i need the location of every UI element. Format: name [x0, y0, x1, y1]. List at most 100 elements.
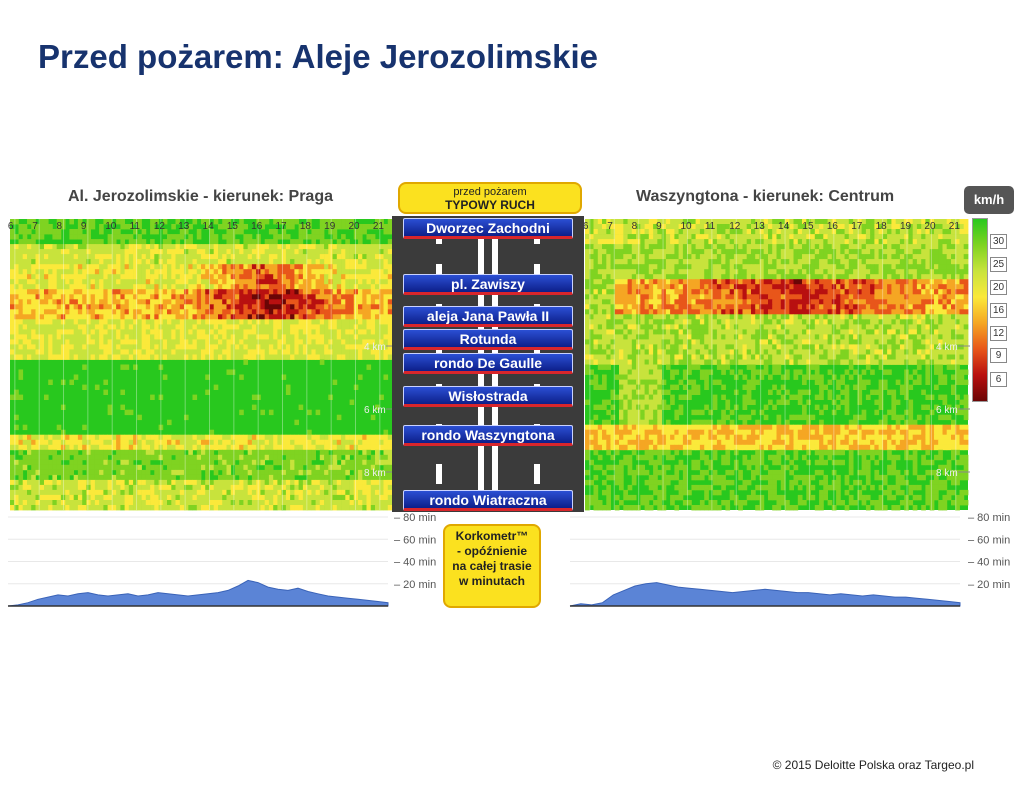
left-heat-cell — [379, 454, 384, 461]
left-heat-cell — [69, 244, 74, 250]
left-heat-cell — [77, 249, 83, 255]
left-heat-cell — [56, 464, 62, 471]
right-heat-cell — [759, 259, 765, 265]
left-heat-cell — [302, 344, 308, 350]
left-heat-cell — [366, 500, 372, 506]
left-heat-cell — [171, 479, 176, 486]
left-heat-cell — [230, 309, 236, 315]
left-heat-cell — [222, 299, 227, 305]
left-heat-cell — [56, 489, 62, 496]
right-heat-cell — [823, 219, 828, 225]
left-heat-cell — [52, 454, 57, 461]
left-heat-cell — [137, 329, 142, 335]
right-heat-cell — [861, 269, 867, 275]
left-heat-cell — [358, 474, 363, 481]
left-heat-cell — [133, 474, 138, 481]
left-heat-cell — [111, 349, 117, 355]
right-heat-cell — [589, 254, 594, 260]
left-heat-cell — [302, 274, 308, 280]
left-heat-cell — [86, 229, 91, 235]
left-heat-cell — [230, 449, 236, 456]
left-heat-cell — [336, 249, 342, 255]
left-heat-cell — [141, 329, 147, 335]
left-heat-cell — [273, 349, 278, 355]
left-heat-cell — [264, 454, 270, 461]
left-heat-cell — [366, 329, 372, 335]
right-heat-cell — [836, 259, 841, 265]
left-heat-cell — [264, 219, 270, 225]
left-heat-cell — [141, 264, 147, 270]
left-heat-cell — [82, 254, 87, 260]
left-hour-label: 13 — [178, 221, 190, 232]
right-heat-cell — [870, 264, 875, 270]
left-heat-cell — [239, 474, 244, 481]
left-heat-cell — [302, 444, 308, 451]
right-heat-cell — [942, 264, 948, 270]
right-heat-cell — [797, 274, 803, 280]
left-heat-cell — [370, 264, 376, 270]
left-heat-cell — [213, 344, 219, 350]
left-heat-cell — [82, 349, 87, 355]
left-heat-cell — [298, 284, 304, 290]
left-heat-cell — [124, 339, 130, 345]
right-heat-cell — [959, 279, 965, 285]
left-heat-cell — [150, 279, 155, 285]
right-heat-cell — [934, 274, 939, 280]
left-heat-cell — [201, 344, 206, 350]
right-heat-cell — [708, 274, 714, 280]
left-heat-cell — [107, 249, 113, 255]
left-heat-cell — [192, 279, 198, 285]
left-heat-cell — [171, 344, 176, 350]
left-heat-cell — [251, 489, 257, 496]
right-heat-cell — [951, 244, 956, 250]
left-heat-cell — [103, 505, 108, 511]
right-heat-cell — [814, 239, 820, 245]
left-heat-cell — [294, 289, 299, 295]
left-heat-cell — [336, 489, 342, 496]
left-heat-cell — [201, 479, 206, 486]
left-heat-cell — [99, 304, 104, 310]
right-heat-cell — [959, 224, 965, 230]
left-heat-cell — [281, 254, 287, 260]
left-heat-cell — [133, 314, 138, 320]
left-heat-cell — [31, 244, 36, 250]
left-heat-cell — [90, 239, 96, 245]
left-heat-cell — [243, 500, 248, 506]
left-heat-cell — [315, 299, 321, 305]
left-heat-cell — [201, 505, 206, 511]
right-heat-cell — [827, 244, 833, 250]
left-heat-cell — [137, 319, 142, 325]
left-heat-cell — [328, 279, 333, 285]
left-heat-cell — [370, 474, 376, 481]
left-heat-cell — [268, 489, 274, 496]
right-heat-cell — [712, 249, 718, 255]
left-heat-cell — [31, 479, 36, 486]
right-heat-cell — [891, 254, 897, 260]
left-heat-cell — [324, 244, 329, 250]
left-heat-cell — [294, 419, 299, 426]
right-heat-cell — [776, 229, 782, 235]
left-heat-cell — [341, 304, 346, 310]
left-heat-cell — [273, 314, 278, 320]
left-heat-cell — [251, 444, 257, 451]
left-heat-cell — [260, 289, 265, 295]
right-heat-cell — [789, 269, 794, 275]
left-heat-cell — [218, 479, 223, 486]
left-heat-cell — [349, 334, 355, 340]
left-heat-cell — [27, 299, 32, 305]
left-heat-cell — [56, 224, 62, 230]
right-heat-cell — [644, 289, 650, 295]
left-heat-cell — [328, 339, 333, 345]
left-heat-cell — [52, 279, 57, 285]
left-heat-cell — [39, 505, 45, 511]
left-heat-cell — [218, 349, 223, 355]
left-heat-cell — [94, 324, 100, 330]
left-heat-cell — [188, 344, 193, 350]
right-heat-cell — [882, 254, 888, 260]
left-heat-cell — [387, 484, 393, 491]
right-heat-cell — [963, 254, 969, 260]
left-heat-cell — [52, 249, 57, 255]
left-heat-cell — [290, 254, 295, 260]
right-heat-cell — [895, 279, 901, 285]
left-heat-cell — [150, 314, 155, 320]
